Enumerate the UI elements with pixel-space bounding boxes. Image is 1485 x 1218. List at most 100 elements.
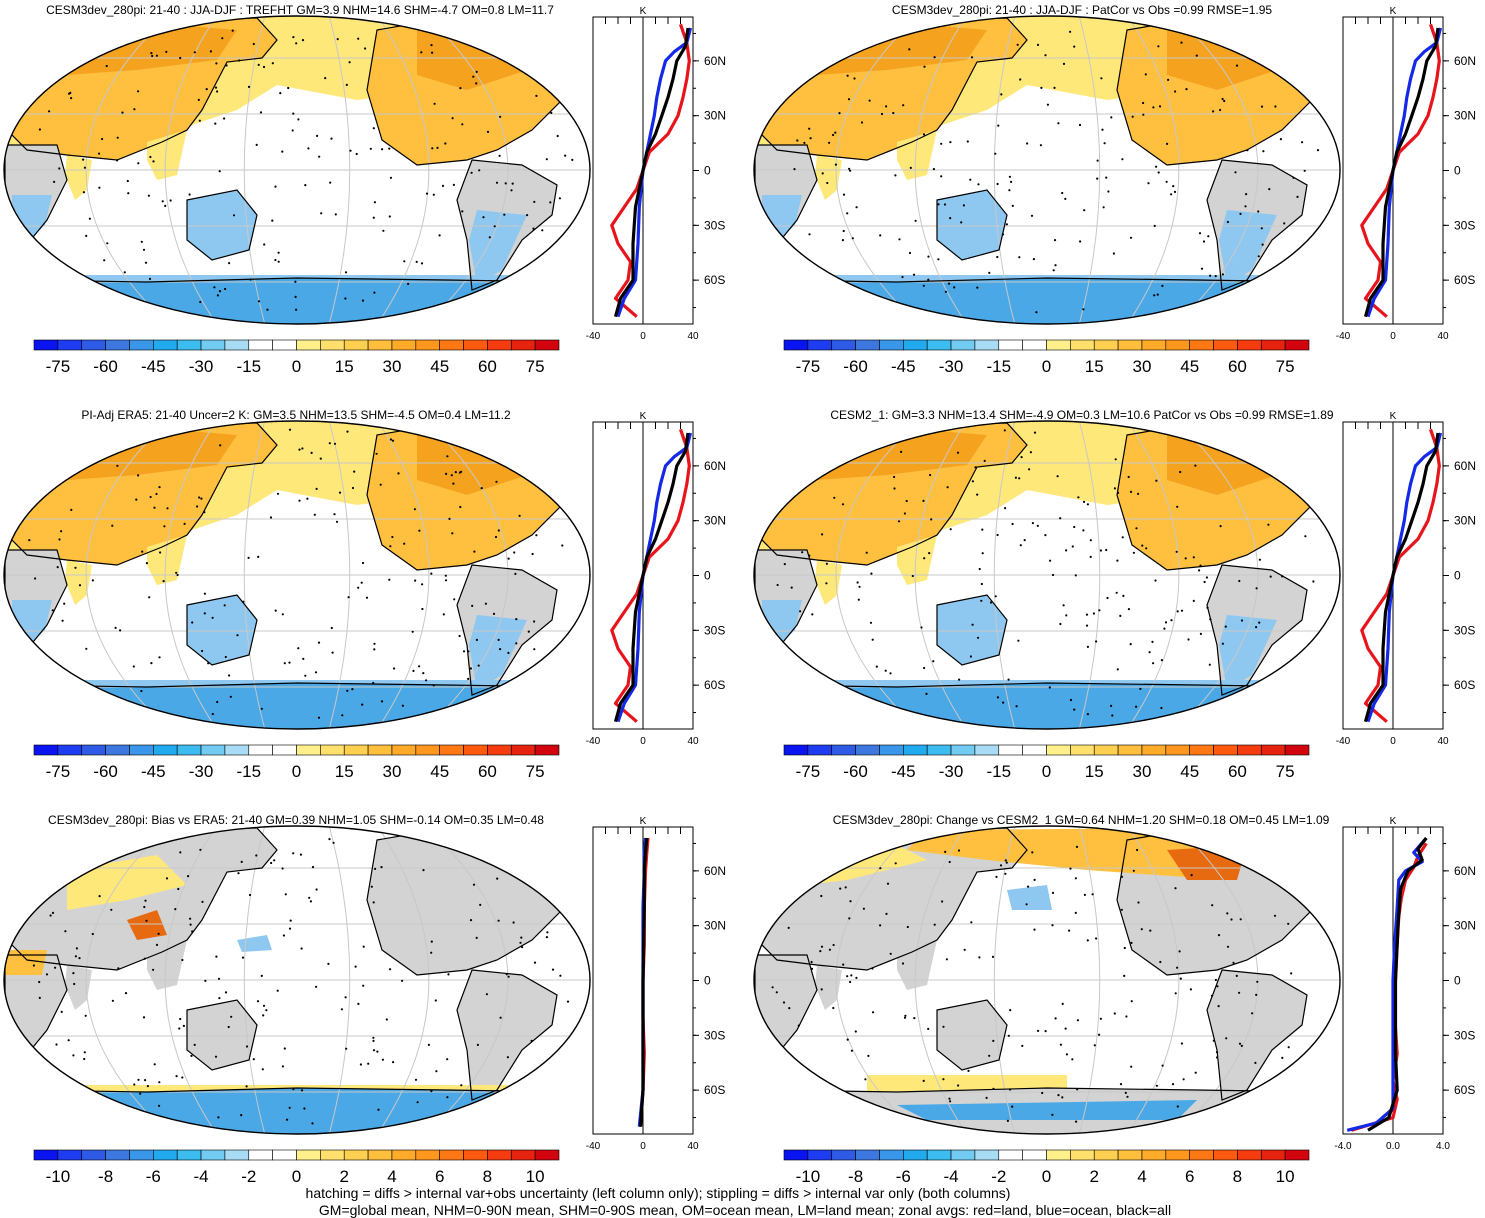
stipple-dot xyxy=(1122,594,1125,598)
stipple-dot xyxy=(1010,180,1013,183)
stipple-dot xyxy=(359,1063,362,1066)
colorbar-cell xyxy=(1141,1149,1167,1161)
stipple-dot xyxy=(1246,149,1249,152)
stipple-dot xyxy=(1226,912,1229,915)
stipple-dot xyxy=(1244,205,1247,208)
stipple-dot xyxy=(1085,613,1089,616)
stipple-dot xyxy=(372,1049,376,1052)
stipple-dot xyxy=(432,193,435,196)
stipple-dot xyxy=(1114,458,1117,461)
stipple-dot xyxy=(389,176,393,179)
stipple-dot xyxy=(274,185,277,188)
stipple-dot xyxy=(257,555,260,559)
seasia xyxy=(147,940,187,990)
stipple-dot xyxy=(310,451,313,454)
stipple-dot xyxy=(1049,559,1052,562)
stipple-dot xyxy=(458,471,461,474)
stipple-dot xyxy=(1195,54,1198,57)
colorbar-tick-label: -45 xyxy=(141,762,166,781)
stipple-dot xyxy=(412,669,415,673)
stipple-dot xyxy=(333,513,336,516)
stipple-dot xyxy=(903,512,907,515)
stipple-dot xyxy=(421,607,424,611)
stipple-dot xyxy=(841,503,845,506)
stipple-dot xyxy=(471,604,474,608)
stipple-dot xyxy=(849,980,852,984)
colorbar-cell xyxy=(129,339,154,351)
stipple-dot xyxy=(1184,557,1187,560)
stipple-dot xyxy=(389,438,392,441)
stipple-dot xyxy=(259,111,263,114)
stipple-dot xyxy=(123,271,126,274)
stipple-dot xyxy=(1095,640,1098,643)
stipple-dot xyxy=(1086,939,1089,942)
stipple-dot xyxy=(948,1097,951,1100)
stipple-dot xyxy=(461,123,464,126)
stipple-dot xyxy=(826,181,829,185)
colorbar-tick-label: -15 xyxy=(987,762,1012,781)
graticule xyxy=(4,826,590,1134)
stipple-dot xyxy=(1105,548,1108,552)
stipple-dot xyxy=(1082,500,1086,503)
stipple-dot xyxy=(78,584,82,587)
stipple-dot xyxy=(1065,614,1068,617)
stipple-dot xyxy=(377,1108,380,1111)
colorbar-tick-label: 2 xyxy=(1089,1167,1098,1186)
longitude-line xyxy=(914,421,967,729)
zonal-lat-label: 60N xyxy=(1454,54,1476,68)
stipple-dot xyxy=(166,507,169,510)
stipple-dot xyxy=(512,921,515,924)
stipple-dot xyxy=(809,137,812,140)
longitude-line xyxy=(328,421,351,729)
stipple-dot xyxy=(1089,539,1092,542)
stipple-dot xyxy=(1254,1061,1257,1064)
stipple-dot xyxy=(1036,43,1040,47)
stipple-dot xyxy=(119,629,122,632)
stipple-dot xyxy=(1290,972,1293,975)
stipple-dot xyxy=(848,167,851,170)
stipple-dot xyxy=(361,299,365,302)
zonal-all-line xyxy=(638,837,649,1127)
panel-title: CESM3dev_280pi: Change vs CESM2_1 GM=0.6… xyxy=(833,813,1330,827)
stipple-dot xyxy=(446,455,449,458)
colorbar-cell xyxy=(343,744,369,756)
stipple-dot xyxy=(1210,994,1214,997)
stipple-dot xyxy=(1079,240,1082,243)
stipple-dot xyxy=(969,655,973,658)
stipple-dot xyxy=(850,974,853,977)
stipple-dot xyxy=(228,674,231,677)
stipple-dot xyxy=(330,626,333,630)
stipple-dot xyxy=(48,110,51,113)
panel-title: CESM3dev_280pi: 21-40 : JJA-DJF : TREFHT… xyxy=(46,3,554,17)
stipple-dot xyxy=(75,947,78,950)
stipple-dot xyxy=(847,98,851,101)
stipple-dot xyxy=(241,956,245,959)
stippling xyxy=(771,845,1293,1123)
stipple-dot xyxy=(201,900,204,904)
stipple-dot xyxy=(1096,159,1099,162)
stipple-dot xyxy=(556,134,559,138)
stipple-dot xyxy=(1212,110,1215,113)
stipple-dot xyxy=(853,77,856,80)
stipple-dot xyxy=(927,1027,930,1030)
stipple-dot xyxy=(1153,294,1156,297)
stipple-dot xyxy=(909,166,912,169)
colorbar-cell xyxy=(1046,1149,1071,1161)
colorbar-cell xyxy=(320,339,345,351)
colorbar-cell xyxy=(439,339,464,351)
stipple-dot xyxy=(1274,105,1277,108)
zonal-average-plot: K -40 0 40 60N 30N 0 30S 60S xyxy=(586,816,726,1152)
stipple-dot xyxy=(1256,980,1259,983)
colorbar-cell xyxy=(129,1149,154,1161)
stipple-dot xyxy=(1074,574,1077,577)
stipple-dot xyxy=(372,1039,375,1042)
stipple-dot xyxy=(420,262,424,265)
zonal-x-tick-label: -40 xyxy=(1336,736,1351,747)
stipple-dot xyxy=(446,1096,449,1099)
coastline-greenland xyxy=(541,19,583,56)
stipple-dot xyxy=(372,681,375,685)
stipple-dot xyxy=(879,867,882,870)
stipple-dot xyxy=(940,142,943,145)
stipple-dot xyxy=(865,551,868,554)
stipple-dot xyxy=(1209,618,1212,621)
